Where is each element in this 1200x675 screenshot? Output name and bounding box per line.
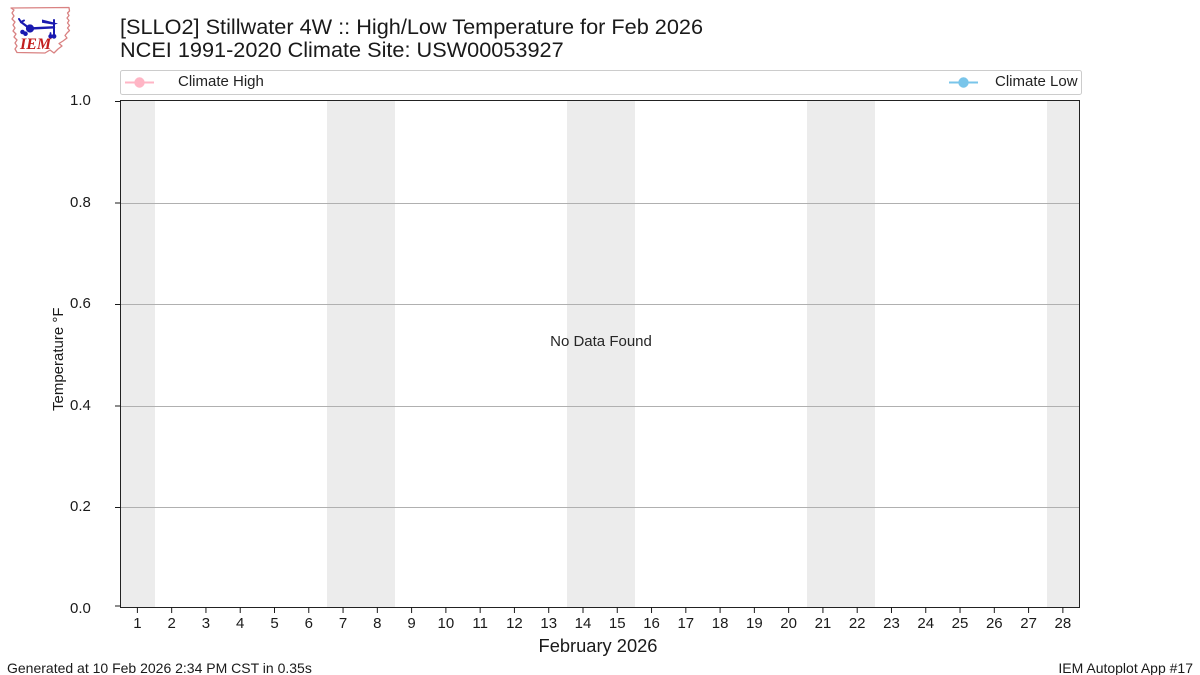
svg-text:IEM: IEM — [19, 36, 52, 53]
